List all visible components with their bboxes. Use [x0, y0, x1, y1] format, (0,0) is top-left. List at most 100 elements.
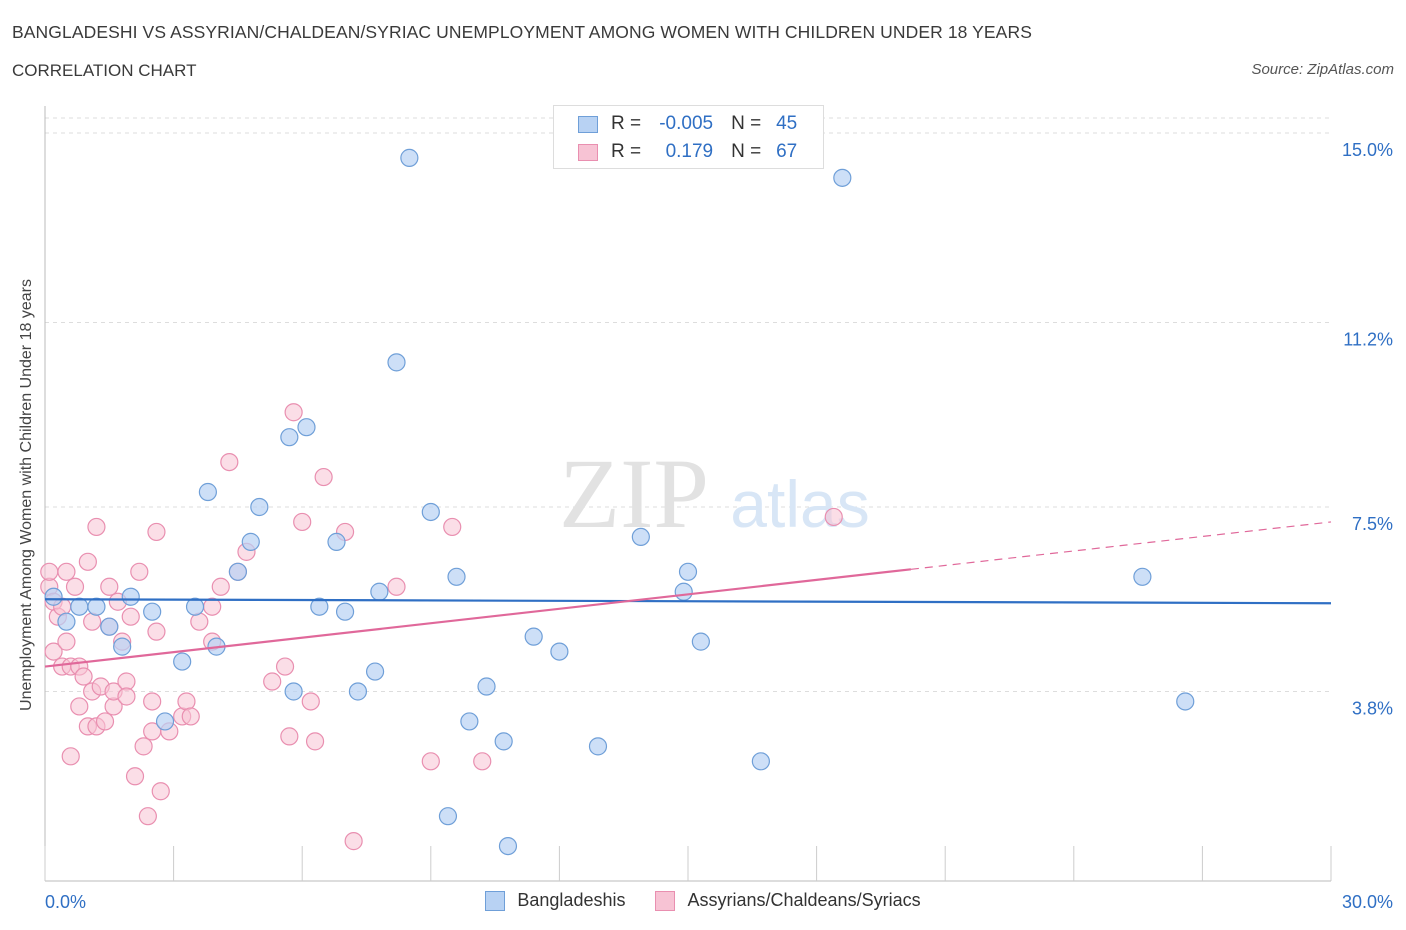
series-assyrians-points	[40, 403, 843, 851]
assyrian-point	[121, 607, 140, 626]
y-axis-label: Unemployment Among Women with Children U…	[18, 279, 35, 711]
bangladeshi-point	[365, 662, 385, 681]
assyrian-point	[57, 632, 76, 651]
assyrian-point	[138, 807, 157, 826]
bangladeshi-point	[631, 527, 650, 547]
bangladeshi-point	[387, 353, 406, 372]
bangladeshi-point	[348, 682, 368, 701]
bangladeshi-point	[57, 612, 76, 631]
assyrian-point	[100, 577, 119, 596]
trend-lines	[44, 521, 1332, 668]
legend-r-label: R =	[611, 113, 642, 134]
y-tick-label: 3.8%	[1352, 698, 1393, 718]
legend-n-value: 67	[776, 141, 798, 162]
assyrian-point	[305, 732, 325, 751]
bangladeshi-point	[400, 148, 419, 167]
trend-line-bangladeshis	[44, 598, 1332, 605]
assyrian-point	[125, 767, 145, 786]
assyrian-point	[181, 707, 200, 726]
assyrian-point	[44, 642, 63, 661]
bangladeshi-point	[155, 712, 175, 731]
legend-swatch-pink	[578, 143, 598, 161]
legend-row-bangladeshis: R = -0.005 N = 45	[578, 112, 797, 136]
source-credit: Source: ZipAtlas.com	[1251, 61, 1394, 78]
series-bangladeshis-points	[44, 148, 1195, 856]
assyrian-point	[95, 712, 115, 731]
legend-r-value: -0.005	[659, 113, 714, 134]
bangladeshi-point	[113, 637, 132, 656]
assyrian-point	[344, 832, 363, 851]
bangladeshi-point	[280, 428, 299, 447]
series-legend: Bangladeshis Assyrians/Chaldeans/Syriacs	[0, 890, 1406, 911]
assyrian-point	[61, 747, 80, 766]
assyrian-point	[74, 667, 93, 686]
bangladeshi-point	[297, 418, 316, 437]
bangladeshi-point	[460, 712, 479, 731]
x-tick-label: 0.0%	[45, 892, 86, 912]
correlation-legend: R = -0.005 N = 45 R = 0.179 N = 67	[553, 105, 824, 169]
assyrian-point	[824, 507, 843, 527]
assyrian-point	[220, 452, 239, 472]
grid-lines	[45, 117, 1331, 692]
bangladeshi-point	[438, 807, 458, 826]
assyrian-point	[284, 403, 303, 422]
legend-item-bangladeshis[interactable]: Bangladeshis	[485, 890, 625, 911]
watermark-atlas: atlas	[730, 467, 869, 541]
bangladeshi-point	[173, 652, 192, 671]
legend-row-assyrians: R = 0.179 N = 67	[578, 140, 797, 164]
assyrian-point	[117, 687, 136, 706]
bangladeshi-point	[498, 836, 518, 856]
bangladeshi-point	[87, 597, 106, 616]
y-tick-label: 15.0%	[1342, 140, 1393, 160]
bangladeshi-point	[678, 562, 698, 581]
assyrian-point	[70, 697, 89, 716]
bangladeshi-point	[550, 642, 569, 661]
x-tick-label: 30.0%	[1342, 892, 1393, 912]
watermark: ZIP atlas	[559, 438, 870, 549]
legend-swatch-blue	[485, 890, 506, 911]
bangladeshi-point	[370, 582, 389, 601]
assyrian-point	[87, 517, 106, 537]
bangladeshi-point	[335, 602, 355, 621]
legend-item-assyrians[interactable]: Assyrians/Chaldeans/Syriacs	[655, 890, 921, 911]
assyrian-point	[421, 752, 440, 771]
bangladeshi-point	[588, 737, 608, 756]
bangladeshi-point	[327, 532, 346, 551]
bangladeshi-point	[1176, 692, 1195, 711]
bangladeshi-point	[751, 752, 770, 771]
assyrian-point	[473, 752, 492, 771]
bangladeshi-point	[228, 562, 247, 581]
assyrian-point	[177, 692, 196, 711]
assyrian-point	[275, 657, 295, 676]
legend-label: Bangladeshis	[517, 890, 626, 910]
chart-subtitle: CORRELATION CHART	[12, 61, 197, 80]
legend-n-label: N =	[731, 141, 762, 162]
bangladeshi-point	[1133, 567, 1152, 586]
assyrian-point	[147, 622, 166, 641]
bangladeshi-point	[674, 582, 693, 601]
bangladeshi-point	[185, 597, 205, 616]
bangladeshi-point	[477, 677, 496, 696]
bangladeshi-point	[70, 597, 89, 616]
bangladeshi-point	[447, 567, 466, 586]
trend-line-assyrians	[44, 568, 912, 668]
assyrian-point	[57, 562, 76, 581]
assyrian-point	[65, 577, 85, 596]
bangladeshi-point	[241, 532, 260, 551]
watermark-zip: ZIP	[559, 438, 709, 549]
bangladeshi-point	[250, 497, 269, 517]
trend-line-assyrians-extension	[910, 521, 1332, 570]
bangladeshi-point	[524, 627, 543, 646]
bangladeshi-point	[143, 602, 162, 621]
bangladeshi-point	[691, 632, 710, 651]
assyrian-point	[143, 692, 162, 711]
tick-labels: 3.8% 7.5% 11.2% 15.0% 0.0% 30.0%	[45, 140, 1393, 912]
assyrian-point	[211, 577, 230, 596]
legend-r-value: 0.179	[665, 141, 714, 162]
legend-label: Assyrians/Chaldeans/Syriacs	[687, 890, 921, 910]
bangladeshi-point	[44, 587, 63, 606]
assyrian-point	[314, 467, 333, 487]
assyrian-point	[147, 522, 166, 542]
assyrian-point	[40, 562, 59, 581]
